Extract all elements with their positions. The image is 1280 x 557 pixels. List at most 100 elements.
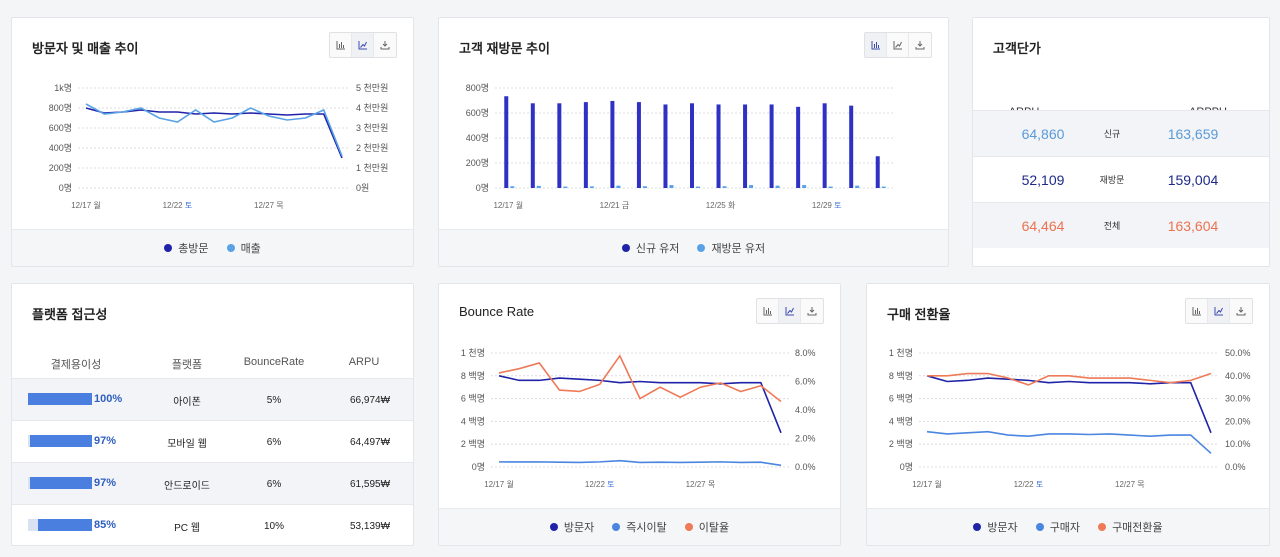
line-chart-button[interactable] [887,33,909,57]
arpu-value: 64,464 [1021,217,1065,234]
legend-item[interactable]: 구매전환율 [1098,519,1163,535]
y2-tick-label: 0.0% [795,462,816,472]
y2-tick-label: 4 천만원 [356,103,388,113]
legend-item[interactable]: 즉시이탈 [612,519,667,535]
arpu-value: 64,860 [1021,125,1065,142]
y-tick-label: 4 백명 [889,416,913,426]
line-chart-icon [1214,307,1223,316]
arpu-row-total: 64,464 전체 163,604 [973,202,1269,248]
line-chart-button[interactable] [352,33,374,57]
conversion-chart: 0명 2 백명 4 백명 6 백명 8 백명 1 천명 0.0% 10.0% 20.0% 30.0… [889,348,1251,489]
bar-new-user [557,103,562,188]
legend-label: 방문자 [987,522,1018,534]
legend-dot [226,244,235,252]
chart-legend: 방문자 구매자 구매전환율 [867,508,1269,545]
arpu-value: 53,139₩ [349,520,391,532]
platform-name: 안드로이드 [164,480,210,492]
bar-new-user [849,105,854,188]
legend-item[interactable]: 구매자 [1035,519,1080,535]
row-label: 신규 [1103,129,1121,139]
bounce-value: 6% [266,478,282,490]
ease-bar [28,519,92,531]
legend-dot [1098,523,1107,531]
ease-percent: 97% [94,435,117,447]
legend-item[interactable]: 방문자 [973,519,1018,535]
bar-new-user [530,103,535,188]
ease-cell: 100% [12,379,142,421]
legend-label: 매출 [240,243,261,255]
ease-percent: 100% [94,393,123,405]
visitors-revenue-card: 방문자 및 매출 추이 0명 200명 400명 600명 800명 1k명 0원 1 천만원… [11,17,414,267]
download-button[interactable] [1230,299,1252,323]
line-chart-button[interactable] [779,299,801,323]
series-line-1 [926,375,1212,434]
series-line-1 [498,375,782,434]
y2-tick-label: 0원 [356,183,369,193]
download-icon [380,41,390,50]
platform-name: 아이폰 [173,396,201,408]
chart-type-toggle [864,32,932,58]
y2-tick-label: 40.0% [1225,371,1251,381]
legend-dot [164,244,173,252]
y2-tick-label: 10.0% [1225,439,1251,449]
download-button[interactable] [801,299,823,323]
bar-chart-icon [763,307,772,316]
chart-legend: 신규 유저 재방문 유저 [439,229,948,266]
series-line-3 [498,354,782,403]
y-tick-label: 6 백명 [889,394,913,404]
bar-chart-button[interactable] [330,33,352,57]
y2-tick-label: 3 천만원 [356,123,388,133]
col-header-arpu: ARPU [348,356,380,368]
legend-item[interactable]: 매출 [226,240,261,256]
visitors-revenue-chart: 0명 200명 400명 600명 800명 1k명 0원 1 천만원 2 천만원 3 천만원 4 … [49,83,389,210]
y2-tick-label: 2 천만원 [356,143,388,153]
arpu-value: 61,595₩ [349,478,391,490]
download-button[interactable] [374,33,396,57]
x-tick-label: 12/21 금 [600,201,630,210]
bounce-value: 6% [266,436,282,448]
platform-name: PC 웹 [174,522,200,534]
bar-revisit-user [563,186,568,188]
ease-bar [28,435,92,447]
legend-item[interactable]: 이탈율 [684,519,729,535]
y-tick-label: 200명 [466,158,489,168]
legend-label: 방문자 [563,522,595,534]
bar-chart-button[interactable] [757,299,779,323]
legend-item[interactable]: 총방문 [164,240,209,256]
y-tick-label: 400명 [466,133,489,143]
bar-revisit-user [855,185,860,188]
bar-revisit-user [802,185,807,188]
download-icon [807,307,817,316]
bar-revisit-user [510,186,515,188]
legend-label: 신규 유저 [635,243,680,255]
table-row: 97% 모바일 웹 6% 64,497₩ [12,420,413,462]
line-chart-button[interactable] [1208,299,1230,323]
ease-cell: 85% [12,505,142,545]
legend-item[interactable]: 재방문 유저 [697,240,765,256]
chart-type-toggle [756,298,824,324]
legend-dot [973,523,982,531]
legend-item[interactable]: 신규 유저 [621,240,680,256]
bar-chart-icon [871,41,880,50]
legend-label: 구매전환율 [1112,522,1163,534]
x-tick-label: 12/17 월 [484,479,514,489]
y2-tick-label: 6.0% [795,377,816,387]
x-tick-label: 12/22 토 [163,201,193,210]
legend-item[interactable]: 방문자 [549,519,595,535]
bar-new-user [636,102,641,188]
card-title: 고객단가 [993,41,1041,56]
revisit-chart: 0명 200명 400명 600명 800명 12/17 월 12/21 금 12/25 화 1… [466,83,893,210]
series-line-2 [85,103,343,157]
bar-chart-button[interactable] [865,33,887,57]
series-line-2 [498,459,782,467]
x-tick-label: 12/27 목 [254,201,284,210]
bar-chart-icon [1192,307,1201,316]
x-tick-label: 12/22 토 [585,480,615,489]
ease-bar-fill [37,519,92,531]
bar-chart-button[interactable] [1186,299,1208,323]
chart-legend: 총방문 매출 [12,229,413,266]
bar-revisit-user [696,186,700,188]
bar-revisit-user [616,185,621,188]
download-button[interactable] [909,33,931,57]
bar-revisit-user [828,186,833,188]
